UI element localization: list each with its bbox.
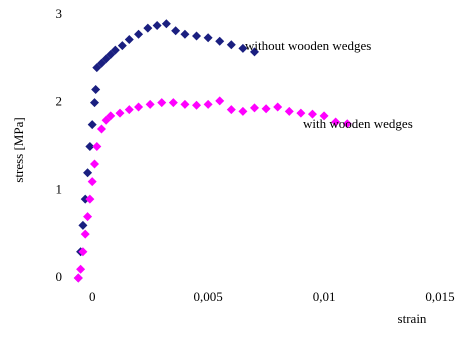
y-tick-label: 3 (56, 6, 63, 21)
point (180, 99, 190, 109)
point (115, 108, 125, 118)
point (134, 102, 144, 112)
point (78, 220, 88, 230)
point (96, 124, 106, 134)
point (203, 33, 213, 43)
x-tick-label: 0 (89, 289, 96, 304)
point (110, 45, 120, 55)
point (331, 117, 341, 127)
point (250, 103, 259, 113)
point (307, 109, 317, 119)
point (124, 105, 134, 115)
y-tick-label: 1 (56, 181, 63, 196)
point (134, 29, 144, 39)
point (319, 111, 329, 121)
point (90, 98, 100, 108)
point (250, 47, 259, 57)
point (76, 264, 86, 274)
point (92, 142, 102, 151)
point (106, 49, 116, 59)
point (261, 104, 271, 114)
point (73, 273, 83, 283)
point (296, 108, 306, 118)
point (101, 54, 111, 64)
y-axis-title: stress [MPa] (11, 117, 26, 182)
point (203, 99, 213, 109)
point (96, 58, 106, 68)
x-tick-label: 0,005 (194, 289, 223, 304)
point (85, 142, 95, 151)
point (106, 111, 116, 121)
point (168, 98, 178, 108)
point (161, 19, 171, 29)
point (238, 43, 248, 53)
point (152, 21, 162, 31)
series-label: without wooden wedges (245, 38, 371, 53)
point (101, 115, 111, 125)
point (273, 102, 283, 112)
y-tick-label: 0 (56, 269, 63, 284)
point (83, 212, 93, 222)
x-axis-title: strain (398, 311, 427, 326)
point (91, 85, 101, 95)
point (90, 159, 100, 169)
point (226, 105, 236, 115)
point (192, 100, 202, 110)
point (215, 36, 225, 46)
point (157, 98, 167, 108)
point (143, 23, 153, 33)
x-tick-label: 0,015 (425, 289, 454, 304)
point (342, 119, 352, 129)
point (238, 106, 248, 116)
point (83, 168, 93, 178)
point (226, 40, 236, 50)
point (171, 26, 181, 36)
point (117, 41, 127, 51)
point (192, 31, 202, 41)
point (80, 229, 90, 239)
point (92, 63, 102, 73)
point (145, 99, 155, 109)
point (80, 194, 90, 204)
series-label: with wooden wedges (303, 116, 413, 131)
point (85, 194, 95, 204)
point (215, 96, 225, 106)
point (180, 29, 190, 39)
point (87, 120, 97, 130)
point (284, 106, 294, 116)
y-tick-label: 2 (56, 94, 63, 109)
x-tick-label: 0,01 (313, 289, 336, 304)
point (124, 35, 134, 45)
point (87, 177, 97, 187)
point (78, 247, 88, 257)
